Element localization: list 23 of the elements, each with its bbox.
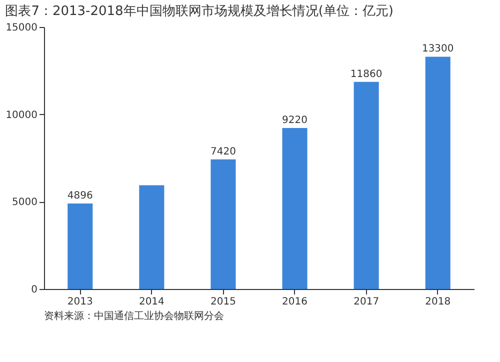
chart-title: 图表7：2013-2018年中国物联网市场规模及增长情况(单位：亿元) [5, 4, 394, 19]
text: 资料来源：中国通信工业协会物联网分会 [44, 310, 224, 322]
x-tick-label: 2017 [354, 296, 380, 308]
x-tick-label: 2016 [282, 296, 308, 308]
bar [354, 82, 379, 289]
y-tick-label: 10000 [6, 110, 38, 121]
bar [282, 128, 308, 289]
x-tick-label: 2015 [210, 296, 236, 308]
y-tick-label: 5000 [12, 197, 38, 208]
y-tick-label: 0 [31, 284, 38, 296]
bar [210, 159, 236, 289]
x-tick-label: 2018 [425, 296, 451, 308]
bar [68, 203, 93, 289]
x-tick-label: 2013 [67, 296, 93, 308]
bar [139, 185, 164, 289]
x-tick-label: 2014 [138, 296, 164, 308]
data-label: 7420 [210, 146, 236, 158]
bar [425, 56, 450, 289]
data-label: 9220 [282, 114, 308, 126]
data-label: 4896 [67, 190, 93, 202]
data-label: 11860 [350, 68, 382, 80]
y-tick-label: 15000 [6, 22, 38, 34]
data-label: 13300 [422, 44, 454, 55]
